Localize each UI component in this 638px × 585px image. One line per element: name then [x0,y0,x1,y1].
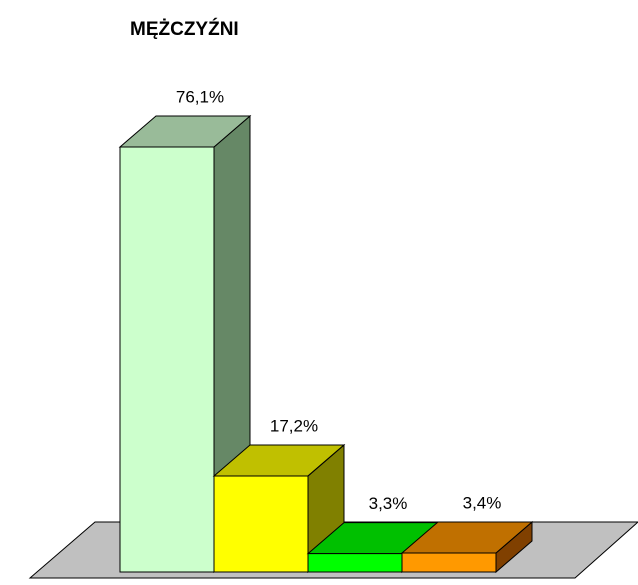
value-label: 3,4% [463,493,502,512]
bar [118,114,252,574]
bar [306,521,440,574]
value-label: 76,1% [176,87,224,106]
bar-front [307,553,403,573]
bar-front [401,552,497,573]
bar-front [213,475,309,573]
bar-front [119,146,215,573]
bar [400,520,534,574]
chart-title: MĘŻCZYŹNI [130,18,239,40]
value-label: 3,3% [369,494,408,513]
value-label: 17,2% [270,416,318,435]
